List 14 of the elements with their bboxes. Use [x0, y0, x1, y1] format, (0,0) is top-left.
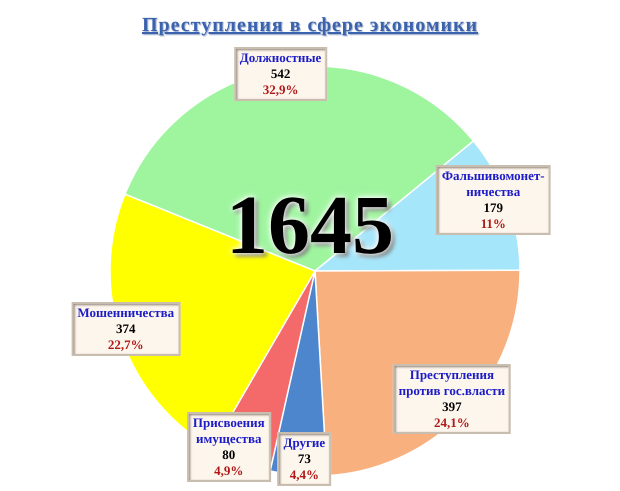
data-label: 179 11%: [480, 200, 507, 232]
slice-label: Мошенничества: [77, 305, 174, 322]
data-label: 542 32,9%: [262, 66, 300, 98]
data-label: 80 4,9%: [213, 447, 244, 480]
slice-label: Другие: [284, 435, 326, 451]
data-label: 397 24,1%: [433, 399, 471, 432]
slice-label: Преступления против гос.власти: [398, 367, 506, 400]
data-label: 374 22,7%: [106, 321, 145, 354]
data-label: 73 4,4%: [288, 451, 320, 483]
slice-label: Фальшивомонет-ничества: [442, 168, 545, 200]
text: 1645: [226, 179, 394, 272]
chart-title: Преступления в сфере экономики: [140, 14, 480, 37]
slice-label: Присвоения имущества: [192, 415, 265, 448]
slice-label: Должностные: [240, 50, 322, 66]
